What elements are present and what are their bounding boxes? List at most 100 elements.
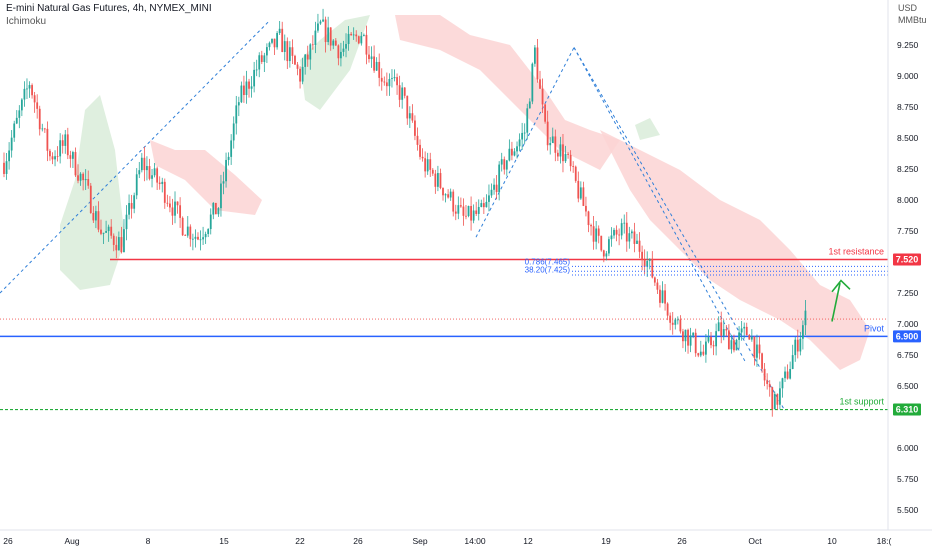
candle-body — [281, 28, 284, 53]
candle — [421, 148, 424, 162]
candle — [352, 27, 355, 40]
candle-body — [360, 35, 363, 44]
candle — [411, 104, 414, 123]
candle — [602, 249, 605, 263]
candle — [74, 147, 77, 178]
candle — [176, 201, 179, 214]
candle — [431, 168, 434, 176]
candle-body — [664, 290, 666, 304]
candle — [758, 336, 761, 360]
candle-body — [429, 159, 432, 170]
candle-body — [373, 56, 375, 71]
x-tick-label: 15 — [219, 536, 229, 546]
candle-body — [513, 151, 516, 156]
candle — [539, 70, 541, 89]
candle — [291, 39, 294, 65]
y-tick-label: 9.250 — [897, 40, 919, 50]
candle-body — [661, 290, 664, 303]
candle — [179, 197, 182, 228]
candle — [123, 219, 125, 253]
candle — [225, 152, 227, 188]
candle — [666, 302, 669, 321]
candle-body — [500, 159, 503, 165]
price-tag-label: 6.310 — [896, 405, 919, 415]
candle-body — [105, 231, 107, 233]
candle — [396, 73, 398, 95]
candle-body — [625, 222, 628, 242]
candle — [340, 42, 342, 67]
candle-body — [651, 258, 654, 278]
candle-body — [653, 277, 656, 283]
projection-arrow — [831, 279, 851, 322]
candle — [360, 32, 363, 46]
candle — [738, 326, 740, 349]
candle-body — [375, 61, 378, 71]
candle-body — [107, 226, 110, 232]
candlestick-series — [3, 8, 807, 417]
candle — [15, 110, 18, 125]
y-tick-label: 7.750 — [897, 226, 919, 236]
candle — [533, 45, 536, 67]
candle — [625, 212, 628, 252]
candle — [470, 196, 472, 231]
support-resistance-levels: 1st resistance 7.520 Pivot 6.900 1st support… — [0, 247, 921, 416]
candle-body — [669, 315, 672, 323]
candle-body — [551, 136, 554, 143]
candle-body — [380, 77, 383, 82]
candle — [69, 150, 72, 168]
candle — [36, 94, 39, 119]
candle — [694, 328, 697, 357]
candle — [710, 331, 712, 349]
candle — [595, 221, 598, 250]
candle-body — [383, 81, 386, 83]
candle — [161, 177, 164, 193]
candle — [207, 228, 210, 238]
candle — [13, 120, 16, 142]
candle — [345, 33, 347, 58]
candle — [317, 13, 319, 33]
price-axis[interactable]: 9.250 9.000 8.750 8.500 8.250 8.000 7.750 7.250… — [887, 0, 919, 530]
candle-body — [110, 226, 113, 236]
candle — [518, 133, 521, 152]
candle — [33, 91, 36, 113]
candle — [265, 43, 268, 64]
candle — [143, 146, 146, 182]
candle-body — [365, 34, 368, 55]
candle-body — [482, 203, 485, 208]
candle-body — [69, 155, 72, 159]
candle — [28, 81, 31, 98]
candle-body — [779, 388, 781, 405]
candle-body — [31, 85, 33, 96]
candle-body — [562, 144, 564, 162]
candle-body — [424, 158, 427, 172]
x-tick-label: 14:00 — [464, 536, 486, 546]
candle — [388, 73, 391, 96]
candle — [449, 188, 452, 201]
candle — [702, 344, 705, 357]
candle — [171, 198, 174, 225]
candle-body — [459, 205, 462, 207]
candle-body — [5, 161, 8, 174]
candle-body — [763, 368, 766, 381]
candle-body — [72, 152, 74, 159]
candle — [676, 316, 679, 325]
time-axis[interactable]: 26 Aug 8 15 22 26 Sep 14:00 12 19 26 Oct 10 18:( — [0, 529, 932, 546]
candle — [646, 251, 649, 277]
candle-body — [112, 235, 115, 245]
candle-body — [66, 134, 69, 156]
candle — [490, 183, 493, 198]
candle — [322, 8, 324, 23]
indicator-label[interactable]: Ichimoku — [6, 16, 47, 27]
candle-body — [186, 226, 189, 236]
candle — [541, 78, 544, 113]
candle-body — [243, 85, 245, 96]
candle — [720, 311, 723, 344]
candle — [562, 133, 564, 173]
candle — [204, 231, 207, 244]
candle — [712, 340, 715, 356]
candle-body — [488, 195, 490, 202]
candle-body — [457, 205, 460, 214]
x-tick-label: 22 — [295, 536, 305, 546]
candle — [110, 219, 113, 239]
candle-body — [536, 47, 539, 80]
